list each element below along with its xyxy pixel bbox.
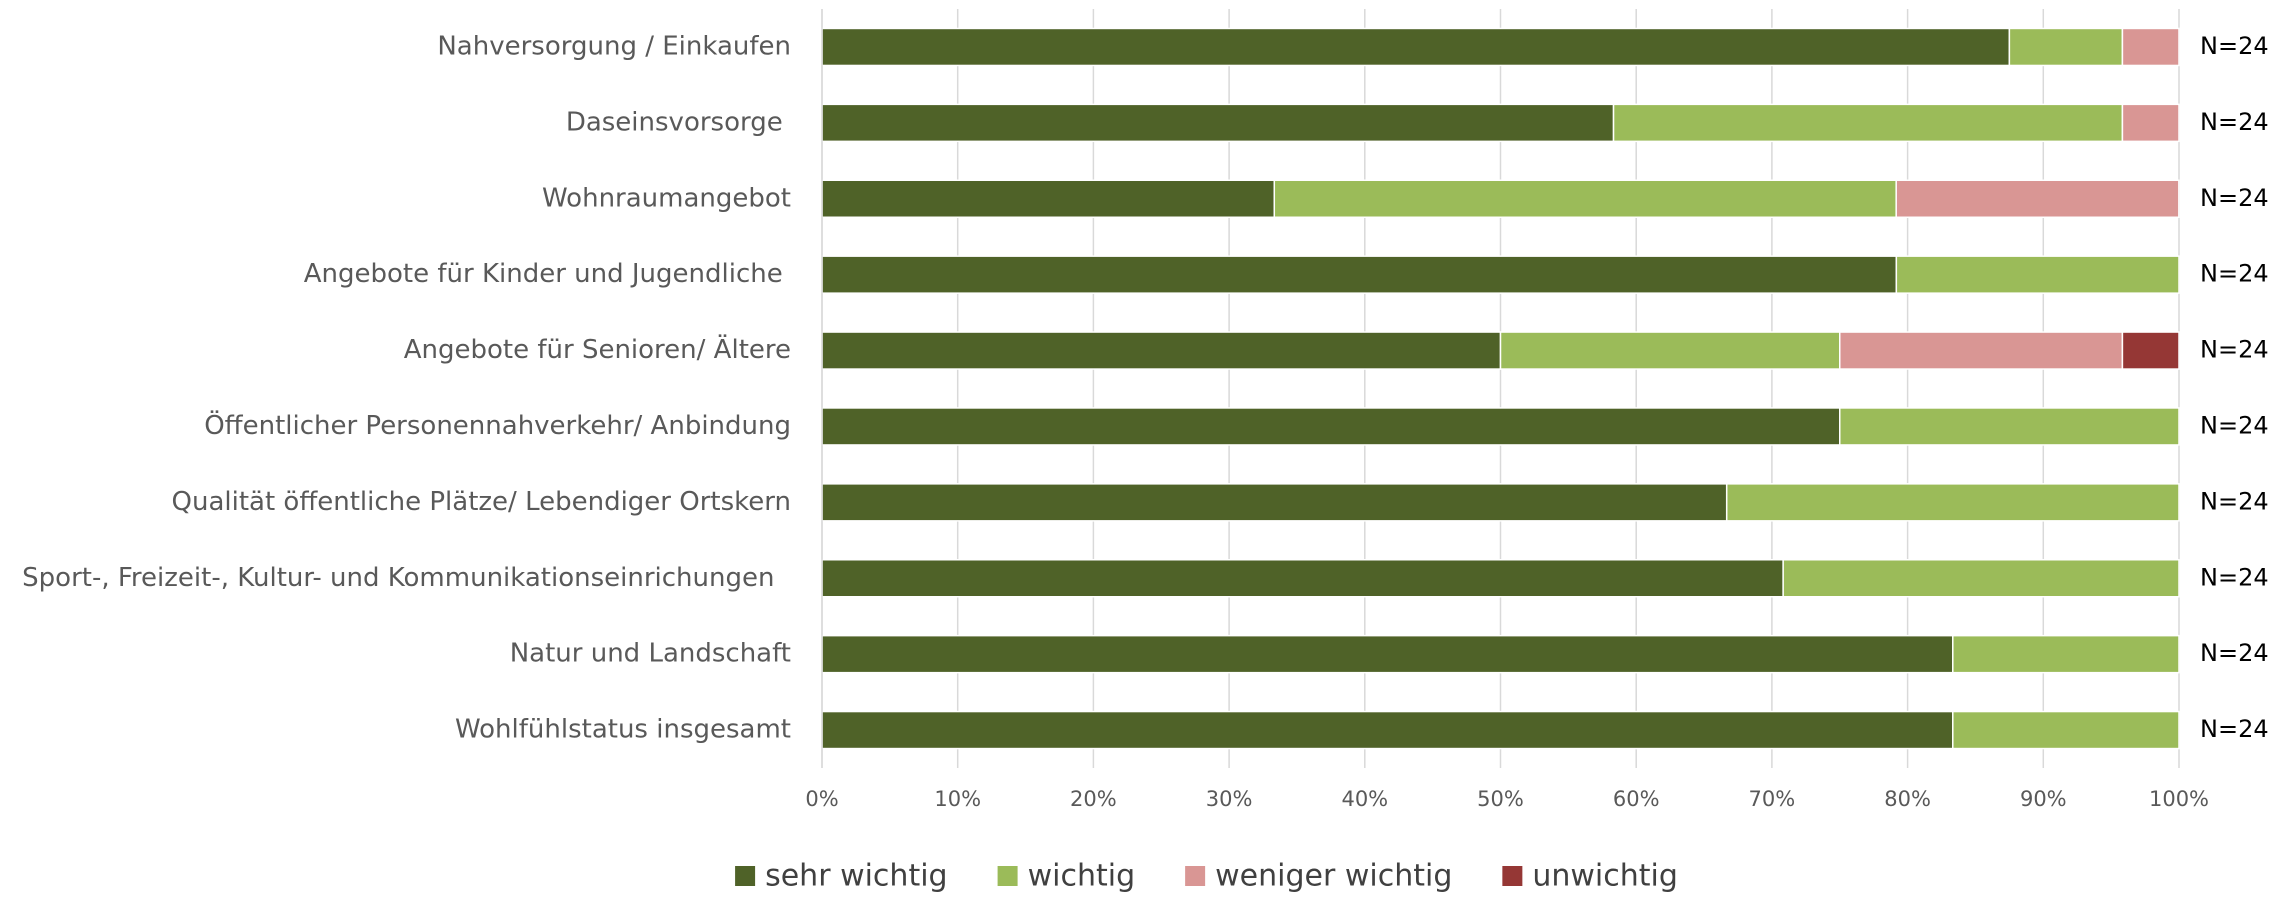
x-tick-label: 60% (1613, 787, 1660, 811)
bar-segment (1725, 483, 2180, 522)
x-tick-label: 80% (1884, 787, 1931, 811)
bar-segment (1273, 179, 1897, 218)
legend-swatch (1502, 866, 1523, 886)
x-tick-label: 50% (1477, 787, 1524, 811)
legend-label: weniger wichtig (1215, 859, 1452, 894)
category-label: Qualität öffentliche Plätze/ Lebendiger … (172, 487, 792, 517)
legend-label: wichtig (1028, 859, 1136, 894)
legend-swatch (735, 866, 756, 886)
n-annotation: N=24 (2200, 487, 2269, 515)
bar-segment (821, 559, 1784, 598)
bar-segment (821, 27, 2011, 67)
category-label: Natur und Landschaft (510, 639, 791, 669)
category-label: Angebote für Kinder und Jugendliche (304, 259, 791, 289)
x-tick-label: 10% (934, 787, 981, 811)
n-annotation: N=24 (2200, 336, 2269, 364)
n-annotation: N=24 (2200, 260, 2269, 288)
category-label: Nahversorgung / Einkaufen (437, 31, 791, 61)
bar-segment (1782, 559, 2180, 598)
bar-segment (2121, 27, 2180, 67)
n-annotation: N=24 (2200, 108, 2269, 136)
category-label: Wohnraumangebot (542, 183, 791, 213)
bar-segment (1839, 331, 2124, 370)
bar-segment (1839, 407, 2180, 446)
bar-segment (821, 331, 1502, 370)
bar-segment (821, 255, 1898, 294)
legend-swatch (1185, 866, 1206, 886)
bar-segment (1952, 634, 2180, 674)
bar-segment (2121, 331, 2180, 370)
bar-segment (821, 483, 1728, 522)
n-annotation: N=24 (2200, 184, 2269, 212)
legend-label: unwichtig (1532, 859, 1678, 894)
x-tick-label: 0% (805, 787, 838, 811)
bar-segment (821, 710, 1954, 750)
n-annotation: N=24 (2200, 411, 2269, 439)
x-tick-label: 20% (1070, 787, 1117, 811)
bar-segment (1952, 710, 2180, 750)
n-annotation: N=24 (2200, 715, 2269, 743)
bar-segment (821, 407, 1841, 446)
bar-segment (2121, 103, 2180, 143)
n-annotation: N=24 (2200, 563, 2269, 591)
bar-segment (821, 634, 1954, 674)
x-tick-label: 70% (1749, 787, 1796, 811)
category-label: Sport-, Freizeit-, Kultur- und Kommunika… (22, 563, 791, 593)
bar-segment (2008, 27, 2124, 67)
n-annotation: N=24 (2200, 32, 2269, 60)
bar-segment (1612, 103, 2124, 143)
n-annotation: N=24 (2200, 639, 2269, 667)
category-label: Daseinsvorsorge (566, 107, 791, 137)
bar-segment (821, 179, 1276, 218)
bar-segment (1895, 255, 2180, 294)
x-tick-label: 90% (2020, 787, 2067, 811)
bar-segment (1499, 331, 1841, 370)
x-tick-label: 30% (1206, 787, 1253, 811)
legend-swatch (997, 866, 1018, 886)
bar-segment (1895, 179, 2180, 218)
x-tick-label: 100% (2149, 787, 2209, 811)
legend-label: sehr wichtig (765, 859, 948, 894)
x-tick-label: 40% (1341, 787, 1388, 811)
category-label: Öffentlicher Personennahverkehr/ Anbindu… (204, 409, 791, 441)
category-label: Wohlfühlstatus insgesamt (455, 715, 791, 745)
category-label: Angebote für Senioren/ Ältere (404, 333, 791, 365)
bar-segment (821, 103, 1615, 143)
